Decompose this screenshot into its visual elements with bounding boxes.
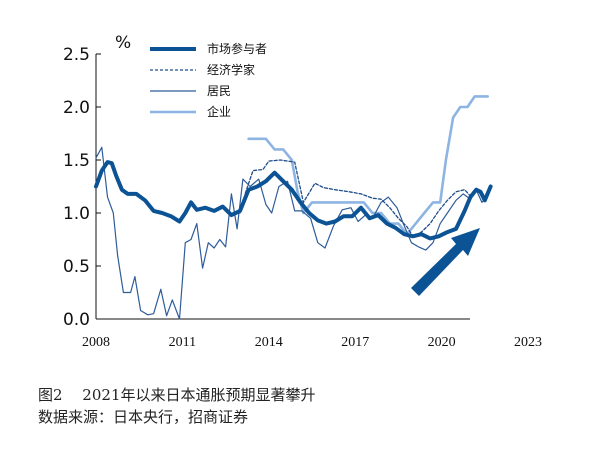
- y-unit-label: %: [115, 33, 131, 53]
- x-tick-label: 2023: [514, 335, 542, 350]
- x-tick-label: 2017: [341, 335, 369, 350]
- series-line-1: [239, 159, 472, 237]
- x-axis: 2008 2011 2014 2017 2020 2023: [82, 318, 542, 350]
- y-tick-label: 2.5: [63, 45, 90, 65]
- x-tick-label: 2020: [428, 335, 456, 350]
- y-tick-label: 1.0: [63, 204, 90, 224]
- x-tick-label: 2011: [169, 335, 196, 350]
- series-line-0: [94, 160, 493, 241]
- x-tick-label: 2008: [82, 335, 110, 350]
- y-tick-label: 2.0: [63, 98, 90, 118]
- y-tick-label: 0.5: [63, 257, 90, 277]
- chart: 0.00.51.01.52.02.5 2008 2011 2014 2017 2020 2…: [63, 33, 542, 350]
- x-tick-label: 2014: [255, 335, 283, 350]
- legend-label: 企业: [207, 104, 231, 119]
- series-line-2: [95, 146, 489, 320]
- series-layer: [94, 95, 493, 320]
- legend-label: 居民: [207, 84, 231, 98]
- y-tick-label: 1.5: [63, 151, 90, 171]
- y-axis: 0.0 0.5 1.0 1.5 2.0 2.5: [63, 45, 101, 330]
- legend-label: 经济学家: [207, 62, 255, 77]
- figure-source: 数据来源：日本央行，招商证券: [38, 408, 249, 426]
- trend-arrow-shape: [411, 228, 480, 296]
- figure-caption: 图2 2021年以来日本通胀预期显著攀升: [38, 386, 316, 404]
- y-tick-label: 0.0: [63, 310, 90, 330]
- legend-label: 市场参与者: [207, 41, 267, 56]
- trend-arrow: [411, 228, 480, 296]
- series-line-3: [247, 95, 489, 236]
